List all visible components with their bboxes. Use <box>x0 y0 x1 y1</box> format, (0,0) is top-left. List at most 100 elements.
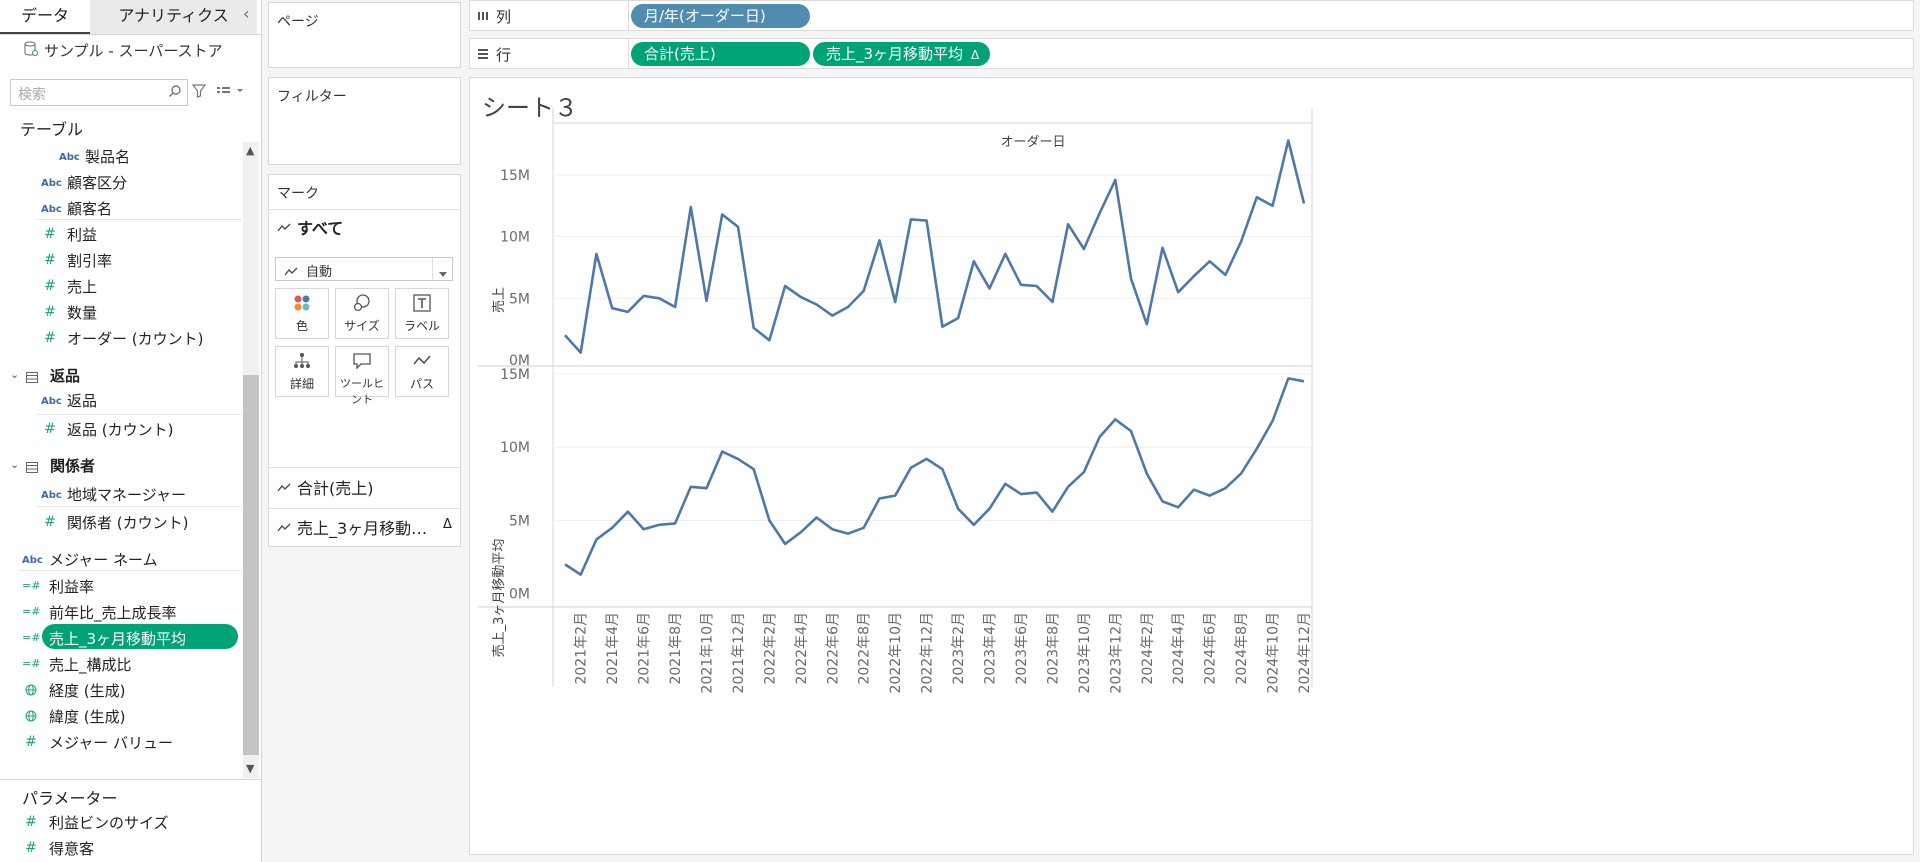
field-label: 利益ビンのサイズ <box>49 814 169 832</box>
datasource-name[interactable]: サンプル - スーパーストア <box>44 42 223 60</box>
tab-divider <box>0 34 262 35</box>
filter-icon[interactable] <box>191 84 207 102</box>
series-line-moving-average[interactable] <box>564 377 1305 576</box>
field-label: 前年比_売上成長率 <box>49 604 177 622</box>
divider <box>628 39 629 68</box>
marks-all-tab[interactable]: すべて <box>297 219 344 238</box>
number-type-icon: # <box>44 514 56 530</box>
line-chart[interactable]: オーダー日 売上 売上_3ヶ月移動平均 0M 5M 10M 15M 0M 5M 10M 15… <box>470 78 1913 854</box>
scroll-down-icon[interactable]: ▼ <box>246 762 255 775</box>
line-mark-icon <box>277 481 291 497</box>
string-type-icon: Abc <box>41 396 62 407</box>
path-button[interactable]: パス <box>395 346 449 397</box>
field-label: 顧客名 <box>67 200 113 218</box>
label-button[interactable]: ラベル <box>395 288 449 339</box>
divider <box>269 209 460 210</box>
sheet-title[interactable]: シート３ <box>482 94 578 122</box>
x-tick-label: 2021年8月 <box>668 612 684 685</box>
rows-shelf[interactable]: 行 合計(売上) 売上_3ヶ月移動平均 Δ <box>469 38 1914 69</box>
x-tick-label: 2024年6月 <box>1203 612 1219 685</box>
scrollbar-thumb[interactable] <box>243 375 259 755</box>
filters-label: フィルター <box>277 89 347 105</box>
parameters-header: パラメーター <box>22 789 118 808</box>
scroll-up-icon[interactable]: ▲ <box>246 144 255 157</box>
rows-pill-sum-sales[interactable]: 合計(売上) <box>631 42 810 66</box>
view-options-icon[interactable] <box>217 85 245 99</box>
string-type-icon: Abc <box>22 555 43 566</box>
divider <box>36 506 242 507</box>
mark-type-value: 自動 <box>306 265 333 280</box>
y-axis-title-top: 売上 <box>491 287 507 313</box>
x-tick-label: 2023年6月 <box>1014 612 1030 685</box>
x-tick-label: 2022年2月 <box>762 612 778 685</box>
color-button[interactable]: 色 <box>275 288 329 339</box>
y-tick-label: 15M <box>500 367 530 383</box>
x-tick-label: 2021年10月 <box>700 612 716 693</box>
marks-card-sum-sales[interactable]: 合計(売上) <box>297 479 374 498</box>
mark-type-select[interactable]: 自動 <box>275 257 453 281</box>
rows-pill-moving-avg[interactable]: 売上_3ヶ月移動平均 Δ <box>813 42 990 66</box>
string-type-icon: Abc <box>41 178 62 189</box>
field-label: 売上 <box>67 278 98 296</box>
marks-card-moving-avg[interactable]: 売上_3ヶ月移動… <box>297 519 428 538</box>
x-tick-label: 2023年2月 <box>951 612 967 685</box>
x-tick-label: 2024年8月 <box>1234 612 1250 685</box>
search-input[interactable]: 検索 <box>10 79 188 106</box>
x-tick-label: 2021年2月 <box>574 612 590 685</box>
tooltip-label: ツールヒント <box>340 377 384 406</box>
calc-measure-icon: =# <box>22 657 41 670</box>
field-label: 製品名 <box>85 148 131 166</box>
number-type-icon: # <box>44 252 56 268</box>
field-label: 売上_3ヶ月移動平均 <box>49 630 187 648</box>
divider <box>20 570 242 571</box>
marks-card: マーク すべて 自動 色 サイズ ラベル 詳細 ツールヒント パス 合計(売上)… <box>268 174 461 547</box>
filters-shelf[interactable]: フィルター <box>268 77 461 165</box>
number-type-icon: # <box>44 330 56 346</box>
selected-field-highlight <box>42 624 238 649</box>
size-icon <box>336 289 388 317</box>
detail-button[interactable]: 詳細 <box>275 346 329 397</box>
field-label: オーダー (カウント) <box>67 330 204 348</box>
size-label: サイズ <box>344 319 380 333</box>
table-people[interactable]: 関係者 <box>50 457 96 475</box>
table-icon <box>26 461 38 477</box>
columns-pill-month-year[interactable]: 月/年(オーダー日) <box>631 4 810 28</box>
pages-shelf[interactable]: ページ <box>268 2 461 68</box>
globe-icon <box>25 684 37 700</box>
data-pane: データ アナリティクス ‹ サンプル - スーパーストア 検索 テーブル Abc… <box>0 0 262 862</box>
tables-header: テーブル <box>20 120 84 139</box>
path-label: パス <box>409 377 434 391</box>
expand-people-icon[interactable]: ⌄ <box>10 458 20 471</box>
series-line-sales[interactable] <box>564 139 1306 354</box>
delta-icon: Δ <box>971 48 980 62</box>
field-label: 利益率 <box>49 578 95 596</box>
line-mark-icon <box>284 265 298 281</box>
string-type-icon: Abc <box>41 490 62 501</box>
tab-data[interactable]: データ <box>0 0 90 34</box>
string-type-icon: Abc <box>41 204 62 215</box>
field-label: 地域マネージャー <box>67 486 186 504</box>
tooltip-icon <box>336 347 388 375</box>
number-type-icon: # <box>25 814 37 830</box>
size-button[interactable]: サイズ <box>335 288 389 339</box>
tooltip-button[interactable]: ツールヒント <box>335 346 389 406</box>
field-label: メジャー バリュー <box>49 734 174 752</box>
x-tick-label: 2023年12月 <box>1108 612 1124 693</box>
divider <box>269 467 460 468</box>
columns-shelf[interactable]: 列 月/年(オーダー日) <box>469 0 1914 31</box>
tab-analytics[interactable]: アナリティクス <box>90 0 257 34</box>
calc-measure-icon: =# <box>22 579 41 592</box>
x-tick-label: 2024年2月 <box>1140 612 1156 685</box>
field-label: メジャー ネーム <box>49 551 158 569</box>
field-label: 得意客 <box>49 840 95 858</box>
x-tick-label: 2021年4月 <box>605 612 621 685</box>
expand-returns-icon[interactable]: ⌄ <box>10 368 20 381</box>
collapse-pane-icon[interactable]: ‹ <box>243 4 250 23</box>
x-tick-label: 2024年10月 <box>1266 612 1282 693</box>
number-type-icon: # <box>44 304 56 320</box>
rows-label: 行 <box>496 46 512 64</box>
table-returns[interactable]: 返品 <box>50 367 81 385</box>
y-tick-label: 0M <box>509 587 530 603</box>
divider <box>628 1 629 30</box>
pill-label: 売上_3ヶ月移動平均 <box>826 45 964 63</box>
